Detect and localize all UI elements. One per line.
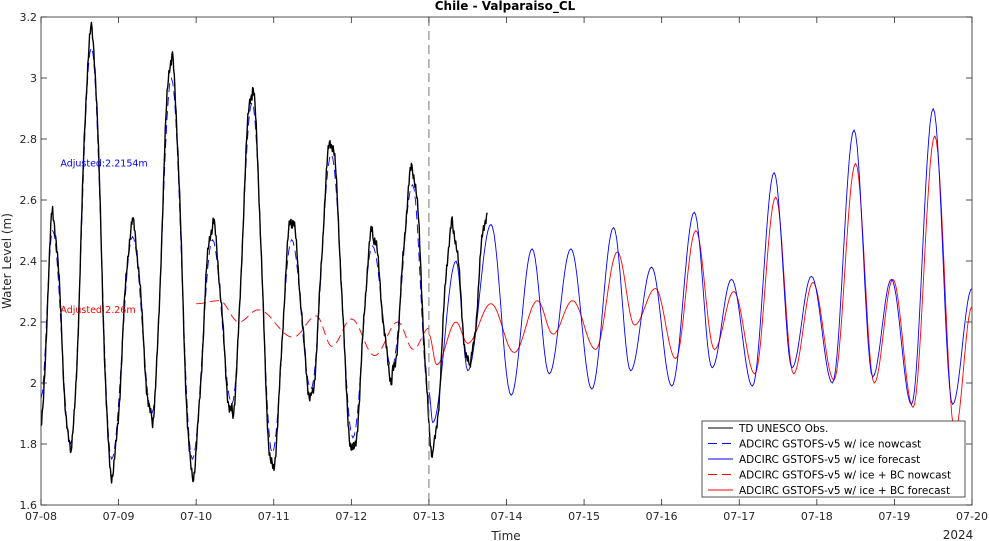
y-tick-label: 3 [30,72,37,85]
series-line-td-unesco-obs [40,21,488,484]
legend-entry-label: ADCIRC GSTOFS-v5 w/ ice + BC forecast [739,485,950,497]
legend-entry-label: ADCIRC GSTOFS-v5 w/ ice nowcast [739,439,921,451]
x-tick-label: 07-15 [568,510,600,523]
adjusted-annotation: Adjusted:2.2154m [60,158,147,169]
x-tick-label: 07-11 [258,510,290,523]
x-tick-label: 07-10 [180,510,212,523]
y-tick-label: 3.2 [20,11,38,24]
legend-entry-label: ADCIRC GSTOFS-v5 w/ ice forecast [739,454,920,466]
series-layer [40,21,973,484]
x-axis: 07-08 07-09 07-10 07-11 07-12 07-13 07-14 07-15… [25,17,988,523]
x-tick-label: 07-16 [646,510,678,523]
y-tick-label: 2.2 [20,316,38,329]
x-tick-label: 07-19 [878,510,910,523]
y-tick-label: 2 [30,377,37,390]
series-line-adcirc-gstofs-v5-w-ice-bc-nowcast [196,300,430,357]
x-tick-label: 07-17 [723,510,755,523]
x-tick-label: 07-20 [956,510,988,523]
x-tick-label: 07-18 [801,510,833,523]
x-tick-label: 07-12 [335,510,367,523]
y-axis-label: Water Level (m) [0,213,14,309]
series-line-adcirc-gstofs-v5-w-ice-forecast [428,108,973,424]
series-line-adcirc-gstofs-v5-w-ice-bc-forecast [428,135,973,433]
year-label: 2024 [943,528,974,541]
x-axis-label: Time [490,529,520,541]
legend-box [701,420,966,498]
y-tick-label: 1.8 [20,438,38,451]
y-tick-label: 2.8 [20,133,38,146]
x-tick-label: 07-09 [103,510,135,523]
legend: TD UNESCO Obs. ADCIRC GSTOFS-v5 w/ ice no… [701,420,966,498]
y-tick-label: 2.6 [20,194,38,207]
y-tick-label: 2.4 [20,255,38,268]
y-axis: 1.6 1.8 2 2.2 2.4 2.6 2.8 3 3.2 [20,11,972,512]
x-tick-label: 07-13 [413,510,445,523]
adjusted-annotation: Adjusted:2.26m [60,305,135,316]
y-tick-label: 1.6 [20,499,38,512]
x-tick-label: 07-14 [491,510,523,523]
chart-title: Chile - Valparaiso_CL [435,0,576,14]
legend-entry-label: TD UNESCO Obs. [738,423,828,435]
legend-entry-label: ADCIRC GSTOFS-v5 w/ ice + BC nowcast [739,470,951,482]
annotation-layer: Adjusted:2.2154m Adjusted:2.26m [60,158,147,315]
x-tick-label: 07-08 [25,510,57,523]
